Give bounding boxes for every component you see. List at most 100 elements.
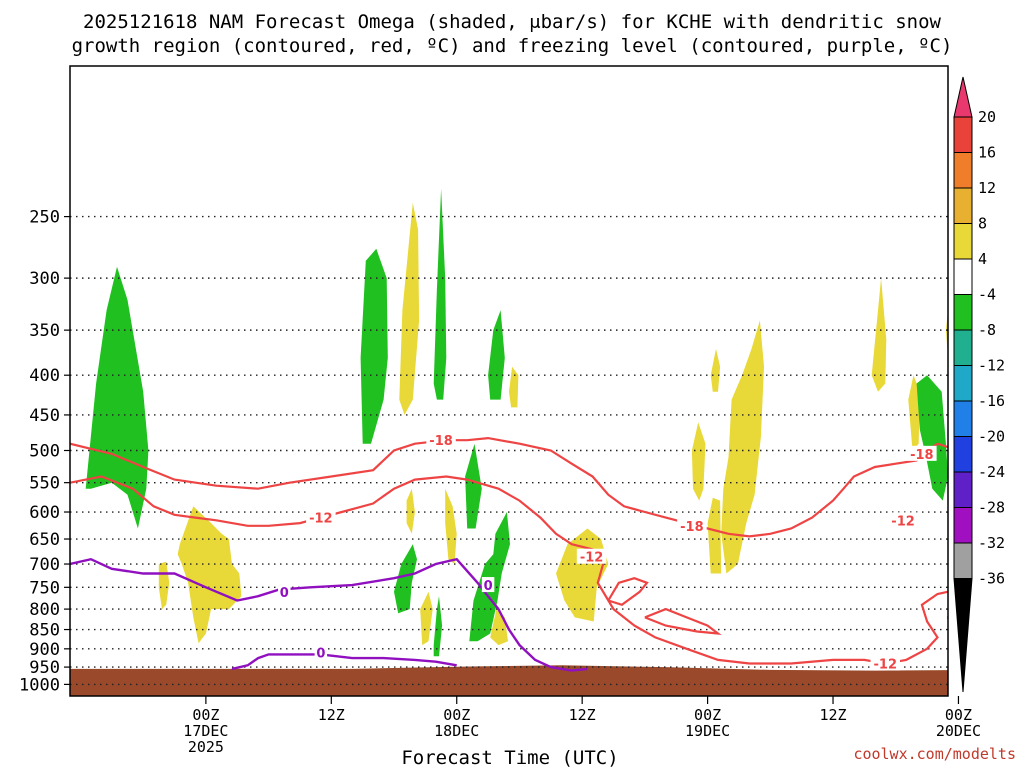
dgz-contour-1	[70, 475, 948, 665]
colorbar-box-3	[953, 223, 973, 260]
rising-omega-region-1	[158, 561, 170, 610]
colorbar-label-7: -12	[978, 357, 1005, 375]
rising-omega-region-9	[420, 591, 433, 646]
colorbar-label-2: 12	[978, 179, 996, 197]
y-tick-label-1000: 1000	[19, 675, 60, 695]
x-tick-label-0-0: 00Z	[192, 706, 219, 724]
rising-omega-region-4	[399, 202, 420, 415]
colorbar-box-5	[953, 294, 973, 331]
y-tick-label-800: 800	[29, 600, 60, 620]
colorbar-box-9	[953, 436, 973, 473]
dgz-label-e: -12	[580, 551, 604, 566]
freezing-label-b: 0	[484, 579, 493, 594]
dgz-label-f: -12	[891, 514, 915, 529]
colorbar-bottom-arrow	[953, 578, 973, 693]
y-tick-label-300: 300	[29, 269, 60, 289]
colorbar-top-arrow	[953, 76, 973, 118]
y-tick-label-350: 350	[29, 321, 60, 341]
chart-title-line2: growth region (contoured, red, ºC) and f…	[72, 35, 953, 57]
ground-below-surface	[70, 665, 948, 696]
x-tick-label-4-1: 19DEC	[685, 722, 730, 740]
x-tick-label-5-0: 12Z	[819, 706, 846, 724]
colorbar-label-5: -4	[978, 286, 996, 304]
credit-link[interactable]: coolwx.com/modelts	[853, 745, 1016, 763]
y-tick-label-750: 750	[29, 578, 60, 598]
colorbar-box-12	[953, 542, 973, 579]
colorbar-label-13: -36	[978, 570, 1005, 588]
dgz-label-g: -12	[874, 658, 898, 673]
dgz-label-g-bg	[870, 655, 901, 671]
x-tick-label-6-1: 20DEC	[936, 722, 981, 740]
colorbar-label-8: -16	[978, 392, 1005, 410]
colorbar-box-7	[953, 365, 973, 402]
sinking-omega-region-6	[433, 188, 447, 400]
sinking-omega-region-8	[394, 544, 417, 614]
colorbar: 20 16 12 8 4 -4 -8 -12 -16 -20 -24 -28 -32 -36	[953, 76, 1005, 693]
dgz-contour-2	[607, 577, 649, 607]
rising-omega-region-5	[406, 488, 415, 534]
colorbar-box-4	[953, 258, 973, 295]
dgz-label-a-bg	[426, 432, 456, 448]
rising-omega-region-19	[691, 422, 706, 501]
rising-omega-region-20	[707, 497, 722, 574]
dgz-label-f-bg	[888, 512, 918, 528]
chart-title-line1: 2025121618 NAM Forecast Omega (shaded, μ…	[83, 11, 941, 33]
dgz-label-c: -18	[680, 520, 704, 535]
y-tick-label-700: 700	[29, 555, 60, 575]
freezing-label-c-bg	[314, 644, 328, 660]
x-tick-label-0-1: 17DEC	[183, 722, 228, 740]
colorbar-box-2	[953, 187, 973, 224]
rising-omega-region-22	[908, 375, 920, 451]
y-tick-label-600: 600	[29, 503, 60, 523]
dgz-contour-3	[644, 607, 722, 635]
plot-area: -18 -18 -18 -12 -12 -12 -12 0 0 0	[69, 65, 991, 697]
x-tick-label-2-0: 00Z	[443, 706, 470, 724]
freezing-contour-0	[70, 557, 588, 672]
dgz-label-d-bg	[306, 509, 336, 525]
sinking-omega-region-10	[433, 596, 443, 657]
x-tick-label-0-2: 2025	[188, 738, 224, 756]
x-tick-label-6-0: 00Z	[945, 706, 972, 724]
sinking-omega-region-12	[488, 310, 505, 400]
dgz-label-c-bg	[677, 517, 707, 533]
x-axis-label: Forecast Time (UTC)	[401, 747, 618, 768]
plot-content: -18 -18 -18 -12 -12 -12 -12 0 0 0	[70, 188, 991, 696]
x-tick-label-3-0: 12Z	[569, 706, 596, 724]
dgz-label-e-bg	[576, 548, 607, 564]
dgz-label-a: -18	[429, 434, 453, 449]
colorbar-box-10	[953, 471, 973, 508]
y-tick-label-650: 650	[29, 530, 60, 550]
dgz-contour-0	[70, 436, 948, 538]
colorbar-box-11	[953, 507, 973, 544]
plot-frame	[69, 65, 949, 697]
colorbar-label-3: 8	[978, 215, 987, 233]
y-tick-label-450: 450	[29, 406, 60, 426]
colorbar-box-1	[953, 152, 973, 189]
sinking-omega-region-11	[465, 443, 482, 529]
colorbar-box-8	[953, 400, 973, 437]
y-tick-label-950: 950	[29, 658, 60, 678]
sinking-omega-region-0	[85, 266, 149, 529]
y-axis: 2503003504004505005506006507007508008509…	[19, 208, 70, 695]
y-tick-label-550: 550	[29, 474, 60, 494]
dgz-label-d: -12	[309, 512, 333, 527]
colorbar-box-6	[953, 329, 973, 366]
x-tick-label-1-0: 12Z	[318, 706, 345, 724]
colorbar-label-4: 4	[978, 250, 987, 268]
rising-omega-region-13	[509, 366, 519, 408]
y-tick-label-250: 250	[29, 208, 60, 228]
sinking-omega-region-23	[916, 375, 948, 501]
colorbar-label-9: -20	[978, 428, 1005, 446]
y-tick-label-400: 400	[29, 366, 60, 386]
colorbar-label-10: -24	[978, 463, 1005, 481]
dgz-label-b-bg	[907, 445, 937, 461]
rising-omega-region-26	[983, 587, 991, 621]
x-tick-label-2-1: 18DEC	[434, 722, 479, 740]
colorbar-label-6: -8	[978, 321, 996, 339]
rising-omega-region-21	[871, 278, 887, 392]
dgz-label-b: -18	[910, 448, 934, 463]
y-tick-label-850: 850	[29, 621, 60, 641]
colorbar-label-1: 16	[978, 144, 996, 162]
x-tick-label-4-0: 00Z	[694, 706, 721, 724]
